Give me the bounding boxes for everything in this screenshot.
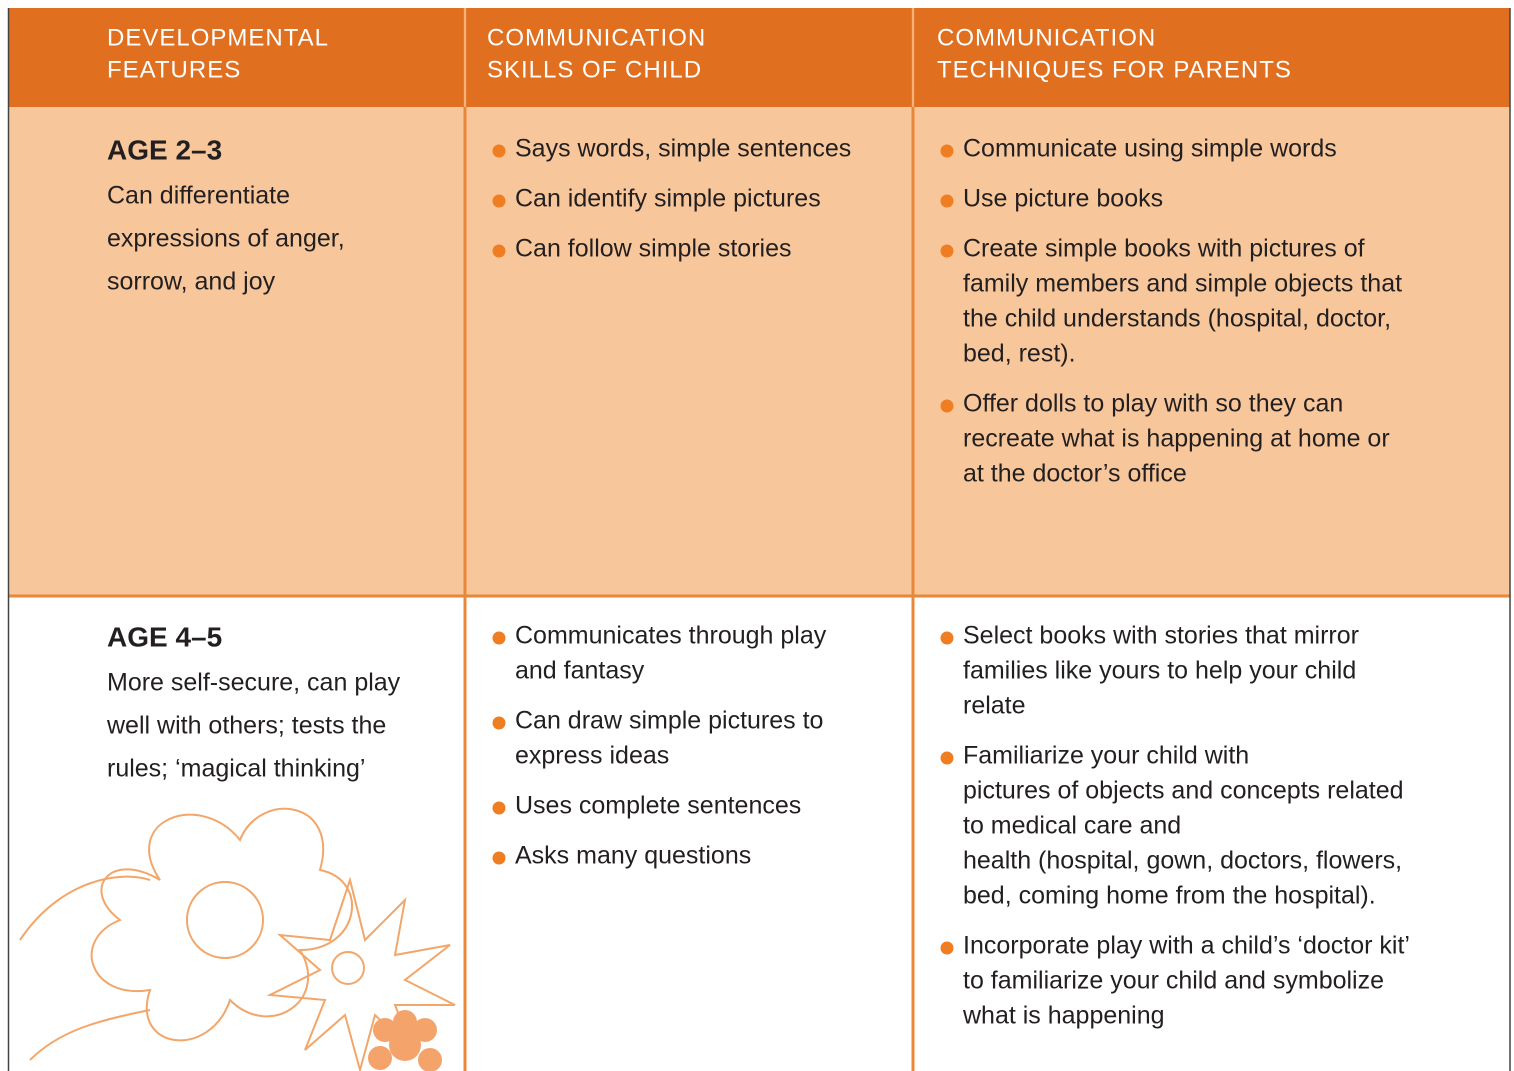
header-band bbox=[8, 8, 1510, 107]
feature-line: rules; ‘magical thinking’ bbox=[107, 755, 365, 783]
bullet-line: Create simple books with pictures of bbox=[963, 235, 1365, 263]
bullet-line: pictures of objects and concepts related bbox=[963, 777, 1404, 805]
header-cell: SKILLS OF CHILD bbox=[487, 56, 702, 83]
bullet bbox=[940, 144, 954, 158]
bullet bbox=[940, 941, 954, 955]
bullet-line: Communicate using simple words bbox=[963, 135, 1337, 163]
bullet-line: the child understands (hospital, doctor, bbox=[963, 305, 1391, 333]
top-margin bbox=[0, 0, 1514, 8]
bullet-line: to familiarize your child and symbolize bbox=[963, 967, 1384, 995]
bullet bbox=[492, 144, 506, 158]
bullet-line: family members and simple objects that bbox=[963, 270, 1402, 298]
bullet-line: Says words, simple sentences bbox=[515, 135, 851, 163]
bullet-line: express ideas bbox=[515, 742, 669, 770]
bullet bbox=[492, 716, 506, 730]
feature-line: expressions of anger, bbox=[107, 225, 345, 253]
header-cell: COMMUNICATION bbox=[937, 24, 1156, 51]
bullet-line: Uses complete sentences bbox=[515, 792, 801, 820]
bullet bbox=[940, 399, 954, 413]
feature-line: More self-secure, can play bbox=[107, 669, 401, 697]
header-cell: TECHNIQUES FOR PARENTS bbox=[937, 56, 1292, 83]
bullet bbox=[492, 244, 506, 258]
flower-small bbox=[368, 1010, 442, 1071]
bullet bbox=[492, 851, 506, 865]
bullet-line: what is happening bbox=[962, 1002, 1165, 1030]
bullet-line: Incorporate play with a child’s ‘doctor … bbox=[963, 932, 1410, 960]
feature-line: sorrow, and joy bbox=[107, 268, 276, 296]
bullet bbox=[492, 631, 506, 645]
bullet-line: health (hospital, gown, doctors, flowers… bbox=[963, 847, 1402, 875]
age-heading: AGE 4–5 bbox=[107, 621, 222, 652]
bullet-line: Communicates through play bbox=[515, 622, 827, 650]
bullet-line: families like yours to help your child bbox=[963, 657, 1356, 685]
bullet-line: and fantasy bbox=[515, 657, 645, 685]
header-cell: COMMUNICATION bbox=[487, 24, 706, 51]
bullet bbox=[940, 751, 954, 765]
bullet-line: Can follow simple stories bbox=[515, 235, 792, 263]
bullet bbox=[492, 194, 506, 208]
bullet-line: Offer dolls to play with so they can bbox=[963, 390, 1343, 418]
bullet bbox=[940, 631, 954, 645]
bullet-line: recreate what is happening at home or bbox=[963, 425, 1390, 453]
feature-line: Can differentiate bbox=[107, 182, 290, 210]
bullet-line: Can draw simple pictures to bbox=[515, 707, 823, 735]
bullet bbox=[940, 194, 954, 208]
row-band bbox=[8, 107, 1510, 596]
bullet-line: to medical care and bbox=[963, 812, 1181, 840]
bullet-line: at the doctor’s office bbox=[963, 460, 1187, 488]
bullet-line: relate bbox=[963, 692, 1026, 720]
bullet-line: Asks many questions bbox=[515, 842, 751, 870]
header-cell: FEATURES bbox=[107, 56, 241, 83]
bullet-line: Use picture books bbox=[963, 185, 1163, 213]
bullet-line: Can identify simple pictures bbox=[515, 185, 821, 213]
bullet-line: bed, rest). bbox=[963, 340, 1076, 368]
bullet bbox=[492, 801, 506, 815]
bullet bbox=[940, 244, 954, 258]
bullet-line: Select books with stories that mirror bbox=[963, 622, 1359, 650]
feature-line: well with others; tests the bbox=[106, 712, 386, 740]
header-cell: DEVELOPMENTAL bbox=[107, 24, 329, 51]
bullet-line: Familiarize your child with bbox=[963, 742, 1249, 770]
bullet-line: bed, coming home from the hospital). bbox=[963, 882, 1376, 910]
age-heading: AGE 2–3 bbox=[107, 134, 222, 165]
